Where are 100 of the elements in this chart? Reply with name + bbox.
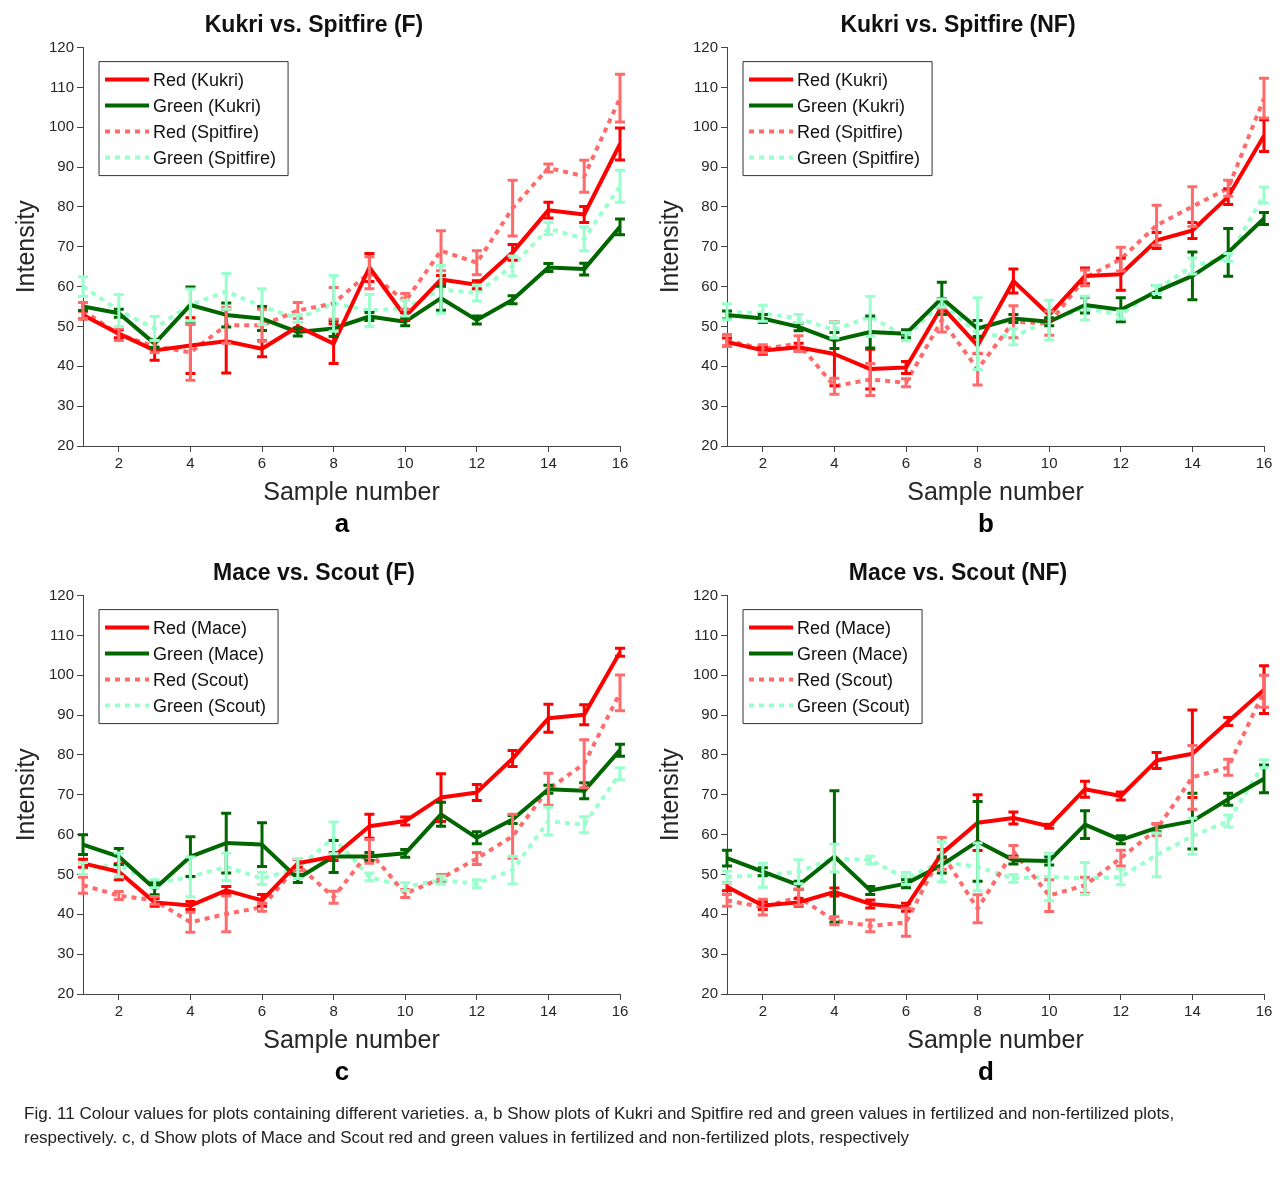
x-tick-label: 14 <box>1184 1002 1201 1020</box>
x-tick-label: 14 <box>540 454 557 472</box>
y-axis-title: Intensity <box>654 199 683 294</box>
y-tick-label: 30 <box>57 396 75 414</box>
y-tick-label: 30 <box>57 944 75 962</box>
x-axis-title: Sample number <box>263 1024 440 1053</box>
y-tick-label: 100 <box>49 117 75 135</box>
y-tick-label: 80 <box>701 197 719 215</box>
x-tick-label: 10 <box>396 454 414 472</box>
point <box>720 869 734 885</box>
legend-label: Red (Mace) <box>153 617 248 638</box>
x-tick-label: 6 <box>257 1002 267 1020</box>
x-tick-label: 6 <box>257 454 267 472</box>
y-tick-label: 70 <box>701 784 719 802</box>
chart-title: Kukri vs. Spitfire (F) <box>204 11 424 38</box>
y-tick-label: 110 <box>50 77 75 95</box>
chart-title: Kukri vs. Spitfire (NF) <box>840 11 1076 38</box>
y-tick-label: 80 <box>57 197 75 215</box>
y-tick-label: 90 <box>701 157 719 175</box>
y-tick-label: 60 <box>701 276 719 294</box>
legend-label: Red (Kukri) <box>153 69 245 90</box>
y-axis-title: Intensity <box>10 199 39 294</box>
y-tick-label: 120 <box>49 585 75 603</box>
x-tick-label: 6 <box>901 1002 911 1020</box>
text: a <box>333 508 351 539</box>
legend-label: Red (Kukri) <box>797 69 889 90</box>
y-tick-label: 50 <box>701 316 719 334</box>
x-tick-label: 2 <box>114 1002 123 1020</box>
x-tick-label: 8 <box>329 1002 338 1020</box>
y-tick-label: 110 <box>694 77 719 95</box>
y-tick-label: 120 <box>693 585 719 603</box>
x-tick-label: 2 <box>758 1002 767 1020</box>
x-tick-label: 12 <box>1112 454 1130 472</box>
legend-label: Green (Kukri) <box>153 95 262 116</box>
x-tick-label: 10 <box>1040 454 1058 472</box>
y-tick-label: 50 <box>701 864 719 882</box>
y-tick-label: 90 <box>57 157 75 175</box>
legend-label: Red (Mace) <box>797 617 892 638</box>
legend-label: Green (Scout) <box>153 695 267 716</box>
x-axis-title: Sample number <box>263 476 440 505</box>
legend-label: Green (Spitfire) <box>797 147 921 168</box>
x-tick-label: 8 <box>973 1002 982 1020</box>
point <box>792 313 806 324</box>
x-tick-label: 10 <box>1040 1002 1058 1020</box>
point <box>398 881 412 893</box>
x-tick-label: 14 <box>1184 454 1201 472</box>
y-tick-label: 60 <box>57 276 75 294</box>
y-tick-label: 60 <box>701 824 719 842</box>
x-axis-title: Sample number <box>907 476 1084 505</box>
legend-label: Green (Kukri) <box>797 95 906 116</box>
legend-label: Red (Spitfire) <box>797 121 904 142</box>
legend-label: Red (Scout) <box>153 669 250 690</box>
x-tick-label: 16 <box>611 1002 629 1020</box>
y-tick-label: 80 <box>701 745 719 763</box>
y-tick-label: 110 <box>50 625 75 643</box>
x-tick-label: 4 <box>186 1002 195 1020</box>
x-tick-label: 2 <box>758 454 767 472</box>
y-tick-label: 20 <box>701 984 719 1002</box>
y-tick-label: 40 <box>57 356 75 374</box>
point <box>291 313 305 324</box>
legend-label: Green (Mace) <box>797 643 909 664</box>
text: b <box>977 508 995 539</box>
y-tick-label: 100 <box>693 665 719 683</box>
point <box>935 297 949 309</box>
y-tick-label: 30 <box>701 944 719 962</box>
x-tick-label: 16 <box>1255 1002 1273 1020</box>
y-tick-label: 20 <box>57 984 75 1002</box>
legend-label: Red (Spitfire) <box>153 121 260 142</box>
point <box>792 887 806 907</box>
y-tick-label: 120 <box>49 37 75 55</box>
x-tick-label: 2 <box>114 454 123 472</box>
y-tick-label: 70 <box>57 784 75 802</box>
legend-label: Green (Spitfire) <box>153 147 277 168</box>
y-tick-label: 30 <box>701 396 719 414</box>
chart-title: Mace vs. Scout (F) <box>213 559 415 586</box>
chart-title: Mace vs. Scout (NF) <box>848 559 1068 586</box>
y-tick-label: 40 <box>57 904 75 922</box>
x-tick-label: 14 <box>540 1002 557 1020</box>
x-tick-label: 4 <box>186 454 195 472</box>
point <box>1006 843 1020 859</box>
point <box>398 298 412 318</box>
y-tick-label: 70 <box>701 236 719 254</box>
x-tick-label: 8 <box>329 454 338 472</box>
y-axis-title: Intensity <box>654 747 683 842</box>
y-tick-label: 110 <box>694 625 719 643</box>
x-tick-label: 4 <box>830 1002 839 1020</box>
y-tick-label: 100 <box>49 665 75 683</box>
y-tick-label: 90 <box>701 705 719 723</box>
y-tick-label: 80 <box>57 745 75 763</box>
y-tick-label: 40 <box>701 904 719 922</box>
text: d <box>977 1056 995 1087</box>
y-tick-label: 50 <box>57 316 75 334</box>
x-tick-label: 10 <box>396 1002 414 1020</box>
caption: Fig. 11 Colour values for plots containing different varieties. a, b Show plots of Kukri and Spitfire red and green values in fertilized and non-fertilized plots, respectively. c, d Show plots of Mace and Scout red and green values in fertilized and non-fertilized plots, respectively <box>24 1103 1176 1149</box>
text: c <box>333 1056 351 1087</box>
legend-label: Red (Scout) <box>797 669 894 690</box>
y-tick-label: 60 <box>57 824 75 842</box>
x-axis-title: Sample number <box>907 1024 1084 1053</box>
x-tick-label: 12 <box>468 1002 486 1020</box>
y-tick-label: 100 <box>693 117 719 135</box>
